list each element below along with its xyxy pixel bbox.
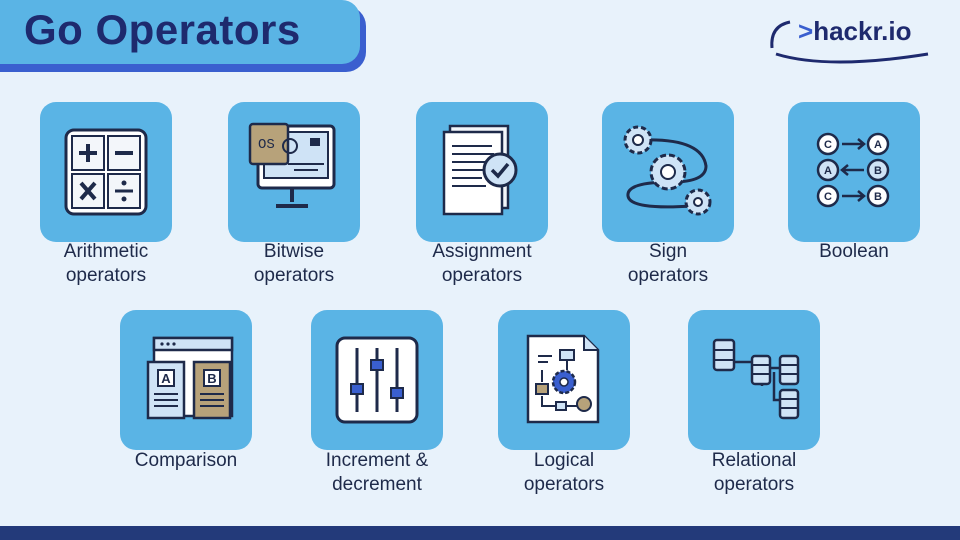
flowchart-icon — [526, 334, 600, 424]
label-bitwise: Bitwise operators — [253, 241, 335, 286]
card-comparison: A B — [120, 310, 252, 450]
svg-text:B: B — [207, 371, 216, 386]
os-chip-label: OS — [258, 137, 275, 153]
label-increment: Increment & decrement — [325, 450, 429, 495]
monitor-icon: OS — [248, 122, 336, 208]
sliders-icon — [335, 336, 419, 424]
label-sign: Sign operators — [627, 241, 709, 286]
logo-prefix: > — [798, 16, 814, 46]
svg-text:C: C — [824, 139, 832, 151]
nodes-icon: C A A B C B — [816, 132, 890, 208]
card-assignment — [416, 102, 548, 242]
document-check-icon — [442, 124, 518, 216]
svg-text:A: A — [824, 165, 832, 177]
label-comparison: Comparison — [134, 450, 238, 471]
bottom-bar — [0, 526, 960, 540]
card-sign — [602, 102, 734, 242]
card-increment — [311, 310, 443, 450]
svg-text:B: B — [874, 165, 882, 177]
label-boolean: Boolean — [819, 241, 889, 262]
card-bitwise: OS — [228, 102, 360, 242]
label-relational: Relational operators — [711, 450, 797, 495]
card-logical — [498, 310, 630, 450]
card-boolean: C A A B C B — [788, 102, 920, 242]
label-logical: Logical operators — [523, 450, 605, 495]
gears-icon — [623, 125, 712, 216]
title-banner: Go Operators — [0, 0, 370, 72]
svg-text:A: A — [161, 371, 171, 386]
card-arithmetic — [40, 102, 172, 242]
logo-swoosh-icon — [770, 20, 929, 64]
label-assignment: Assignment operators — [432, 241, 532, 286]
hackr-logo: >hackr.io — [768, 14, 938, 66]
svg-text:C: C — [824, 191, 832, 203]
database-tree-icon — [712, 338, 800, 420]
calculator-icon — [64, 128, 148, 216]
label-arithmetic: Arithmetic operators — [63, 241, 149, 286]
card-relational — [688, 310, 820, 450]
svg-text:A: A — [874, 139, 882, 151]
compare-windows-icon: A B — [146, 336, 234, 420]
page-title: Go Operators — [24, 6, 301, 53]
title-banner-box — [0, 0, 360, 64]
svg-text:B: B — [874, 191, 882, 203]
logo-name: hackr.io — [813, 16, 912, 46]
